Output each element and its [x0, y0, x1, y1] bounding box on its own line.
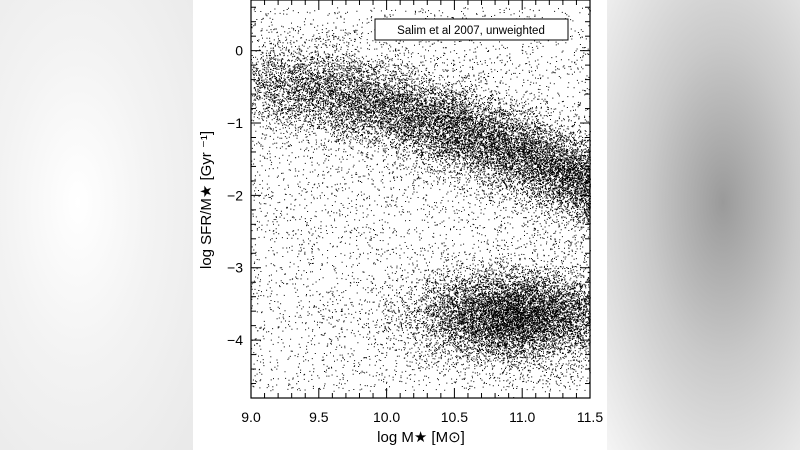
plot-frame — [250, 0, 591, 399]
annotation-box — [374, 18, 569, 41]
x-tick-label: 11.0 — [509, 409, 535, 425]
y-tick-label: −1 — [227, 115, 243, 131]
y-tick-label: 0 — [235, 43, 243, 59]
annotation-text: Salim et al 2007, unweighted — [397, 25, 545, 37]
scatter-figure: 9.0 9.5 10.0 10.5 11.0 11.5 0 −1 −2 −3 −4 Salim e… — [193, 0, 607, 450]
scatter-point-cloud — [251, 7, 591, 399]
y-tick-label: −2 — [227, 187, 243, 203]
y-axis-label: log SFR/M★ [Gyr ⁻¹] — [198, 131, 215, 269]
x-axis-label: log M★ [M⊙] — [377, 429, 465, 446]
left-blurred-backdrop — [0, 0, 195, 450]
x-tick-label: 9.0 — [241, 409, 261, 425]
scatter-points — [251, 7, 591, 399]
x-tick-label: 10.0 — [373, 409, 400, 425]
x-tick-label: 9.5 — [309, 409, 329, 425]
x-tick-label: 10.5 — [441, 409, 468, 425]
y-tick-label: −3 — [227, 260, 243, 276]
right-blurred-backdrop — [607, 0, 800, 450]
y-tick-label: −4 — [227, 332, 243, 348]
scatter-plot: 9.0 9.5 10.0 10.5 11.0 11.5 0 −1 −2 −3 −4 Salim e… — [198, 0, 603, 446]
x-tick-labels: 9.0 9.5 10.0 10.5 11.0 11.5 — [241, 409, 603, 425]
x-tick-label: 11.5 — [577, 409, 603, 425]
y-tick-labels: 0 −1 −2 −3 −4 — [227, 43, 243, 348]
axis-ticks — [250, 0, 591, 399]
